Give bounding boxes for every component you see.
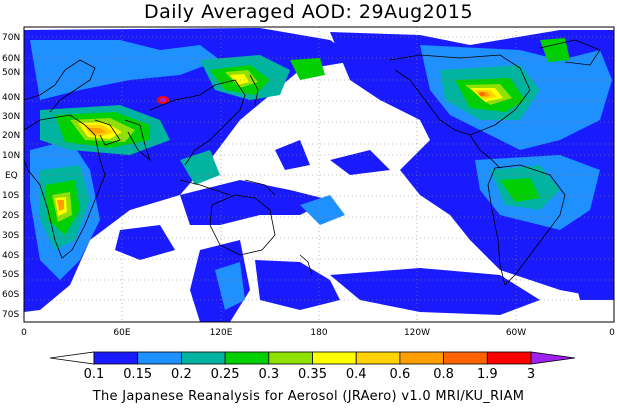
lat-label-70s: 70S	[2, 310, 19, 320]
map-title: Daily Averaged AOD: 29Aug2015	[143, 1, 474, 23]
lon-label-0-left: 0	[21, 328, 27, 338]
colorbar-seg-5	[268, 351, 313, 365]
colorbar-label-9: 1.9	[477, 367, 498, 382]
colorbar-label-10: 3	[527, 367, 535, 382]
aod-field-high	[157, 92, 485, 104]
lat-label-eq: EQ	[5, 171, 18, 181]
colorbar-seg-2	[137, 351, 182, 365]
lat-label-30s: 30S	[2, 231, 19, 241]
colorbar-seg-7	[355, 351, 401, 365]
map-area	[24, 27, 614, 322]
lat-label-70n: 70N	[2, 33, 20, 43]
colorbar-seg-0	[49, 351, 95, 365]
lon-label-60e: 60E	[113, 328, 130, 338]
lat-label-40n: 40N	[2, 93, 20, 103]
colorbar-label-3: 0.25	[211, 367, 240, 382]
coastlines	[24, 39, 601, 286]
credit-line: The Japanese Reanalysis for Aerosol (JRA…	[92, 389, 525, 404]
colorbar: 0.1 0.15 0.2 0.25 0.3 0.35 0.4 0.6 0.8 1.9 3	[49, 351, 576, 382]
colorbar-seg-1	[93, 351, 139, 365]
lat-label-10n: 10N	[2, 151, 20, 161]
colorbar-seg-3	[180, 351, 226, 365]
lat-label-60n: 60N	[2, 54, 20, 64]
lat-label-20s: 20S	[2, 211, 19, 221]
lon-label-180: 180	[310, 328, 327, 338]
lat-label-50n: 50N	[2, 68, 20, 78]
colorbar-seg-4	[224, 351, 270, 365]
lat-label-60s: 60S	[2, 290, 19, 300]
lat-label-40s: 40S	[2, 251, 19, 261]
lat-label-50s: 50S	[2, 270, 19, 280]
lon-label-0-right: 0	[609, 328, 615, 338]
lon-label-60w: 60W	[506, 328, 526, 338]
colorbar-label-8: 0.8	[433, 367, 454, 382]
colorbar-label-4: 0.3	[258, 367, 279, 382]
colorbar-seg-11	[530, 351, 576, 365]
lon-label-120e: 120E	[210, 328, 233, 338]
lat-label-10s: 10S	[2, 191, 19, 201]
colorbar-label-2: 0.2	[171, 367, 192, 382]
colorbar-seg-6	[312, 351, 357, 365]
colorbar-label-5: 0.35	[298, 367, 327, 382]
colorbar-seg-8	[399, 351, 444, 365]
colorbar-label-0: 0.1	[84, 367, 105, 382]
lat-labels: 70N 60N 50N 40N 30N 20N 10N EQ 10S 20S 3…	[2, 33, 20, 320]
colorbar-label-7: 0.6	[390, 367, 411, 382]
lon-label-120w: 120W	[404, 328, 430, 338]
colorbar-seg-9	[443, 351, 488, 365]
colorbar-label-1: 0.15	[123, 367, 152, 382]
lat-label-20n: 20N	[2, 131, 20, 141]
map-frame	[23, 26, 615, 323]
lat-label-30n: 30N	[2, 112, 20, 122]
colorbar-label-6: 0.4	[346, 367, 367, 382]
lon-labels: 0 60E 120E 180 120W 60W 0	[21, 328, 615, 338]
colorbar-seg-10	[486, 351, 532, 365]
